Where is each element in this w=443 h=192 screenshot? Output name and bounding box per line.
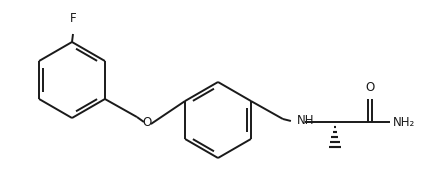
Text: NH₂: NH₂ <box>393 116 415 128</box>
Text: NH: NH <box>297 114 315 127</box>
Text: F: F <box>70 12 76 25</box>
Text: O: O <box>365 81 374 94</box>
Text: O: O <box>142 117 152 129</box>
